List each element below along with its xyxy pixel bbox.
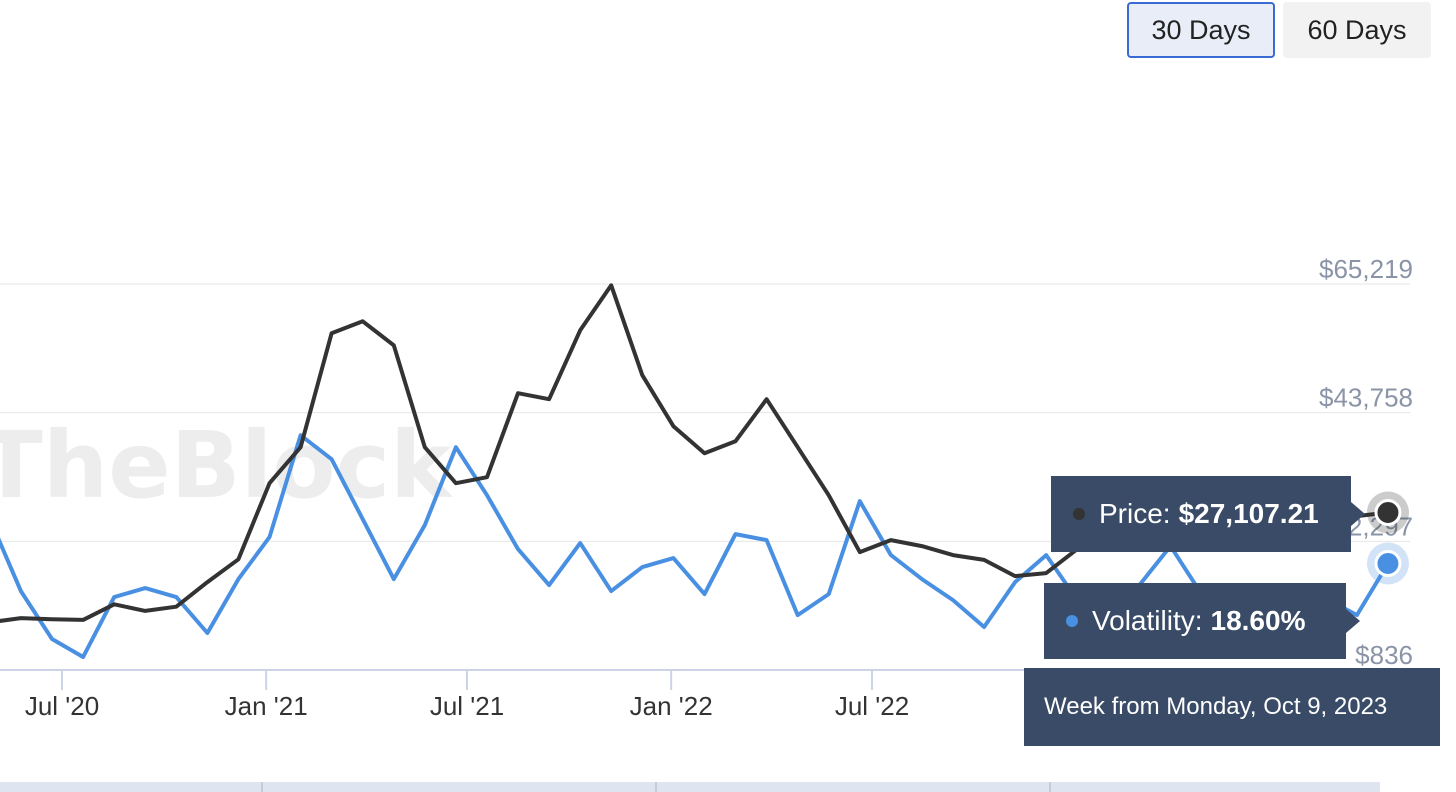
volatility-point <box>1374 549 1402 577</box>
x-tick-label: Jul '20 <box>25 691 99 721</box>
price-value: $27,107.21 <box>1178 498 1319 529</box>
volatility-line <box>0 433 1390 659</box>
60-days-button[interactable]: 60 Days <box>1283 2 1431 58</box>
volatility-tooltip: Volatility: 18.60% <box>1044 583 1346 659</box>
price-point <box>1374 498 1402 526</box>
navigator-bar[interactable] <box>0 782 1380 792</box>
volatility-tooltip-arrow <box>1346 609 1360 633</box>
week-tooltip: Week from Monday, Oct 9, 2023 <box>1024 668 1440 746</box>
volatility-dot-icon <box>1066 615 1078 627</box>
price-label: Price: <box>1099 498 1171 529</box>
y-tick-label: $43,758 <box>1319 383 1413 413</box>
x-tick-label: Jan '21 <box>225 691 308 721</box>
x-tick-label: Jul '22 <box>835 691 909 721</box>
volatility-value: 18.60% <box>1210 605 1306 636</box>
watermark: TheBlock <box>0 412 453 519</box>
y-tick-label: $65,219 <box>1319 254 1413 284</box>
price-tooltip-arrow <box>1351 502 1365 526</box>
price-tooltip: Price: $27,107.21 <box>1051 476 1351 552</box>
week-label: Week from Monday, Oct 9, 2023 <box>1044 693 1388 720</box>
volatility-label: Volatility: <box>1092 605 1203 636</box>
x-tick-label: Jul '21 <box>430 691 504 721</box>
30-days-button[interactable]: 30 Days <box>1127 2 1275 58</box>
x-tick-label: Jan '22 <box>630 691 713 721</box>
price-dot-icon <box>1073 508 1085 520</box>
y-tick-label: $836 <box>1355 640 1413 670</box>
